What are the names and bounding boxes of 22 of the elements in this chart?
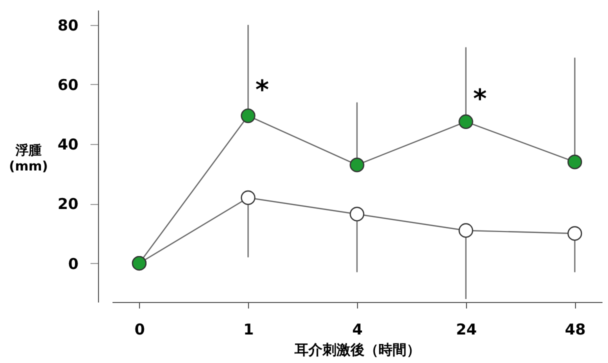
y-tick-label: 0: [68, 254, 78, 273]
point: [240, 108, 256, 124]
y-tick-label: 20: [58, 195, 78, 214]
point: [567, 154, 582, 170]
point: [240, 190, 256, 206]
x-tick-label: 0: [134, 320, 145, 338]
y-tick-label: 60: [58, 76, 78, 94]
annotation: *: [473, 84, 488, 114]
x-tick-label: 48: [564, 320, 586, 338]
point: [458, 223, 474, 238]
x-tick-label: 1: [243, 320, 254, 338]
y-tick-label: 40: [58, 136, 78, 154]
x-tick-label: 4: [352, 320, 363, 338]
point: [458, 114, 474, 130]
y-tick-label: 80: [58, 16, 78, 34]
x-axis-title: 耳介刺激後（時間）: [294, 342, 420, 358]
point: [350, 206, 364, 222]
point: [350, 158, 364, 172]
y-axis-title: 浮腫 (mm): [9, 142, 48, 174]
x-tick-label: 24: [456, 320, 477, 338]
point: [567, 226, 582, 241]
annotation: *: [255, 75, 270, 106]
